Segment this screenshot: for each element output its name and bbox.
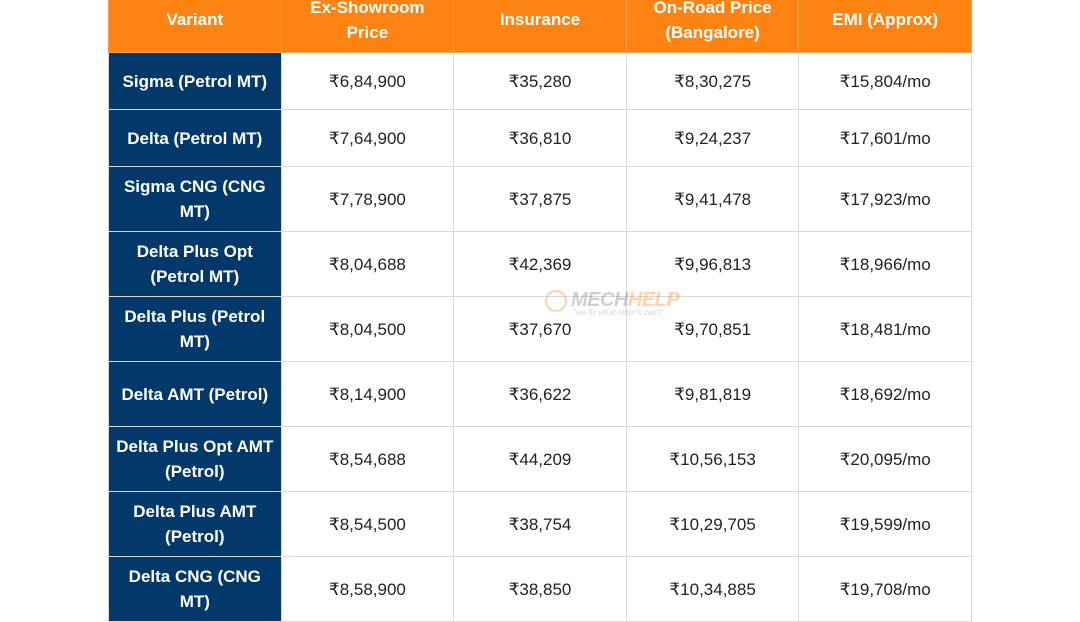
ex-showroom-cell: ₹8,04,500 bbox=[280, 296, 455, 362]
emi-cell: ₹17,601/mo bbox=[798, 109, 972, 167]
variant-cell: Sigma (Petrol MT) bbox=[108, 52, 282, 110]
header-row: Variant Ex-Showroom Price Insurance On-R… bbox=[108, 0, 972, 53]
on-road-cell: ₹10,29,705 bbox=[625, 491, 800, 557]
insurance-cell: ₹38,754 bbox=[453, 491, 627, 557]
on-road-cell: ₹10,56,153 bbox=[625, 426, 800, 492]
insurance-cell: ₹35,280 bbox=[453, 52, 627, 110]
header-ex-showroom: Ex-Showroom Price bbox=[280, 0, 455, 53]
on-road-cell: ₹8,30,275 bbox=[625, 52, 800, 110]
table-row: Delta Plus (Petrol MT) ₹8,04,500 ₹37,670 ₹9… bbox=[108, 296, 972, 362]
table-row: Delta AMT (Petrol) ₹8,14,900 ₹36,622 ₹9,81,… bbox=[108, 361, 972, 427]
price-table: Variant Ex-Showroom Price Insurance On-R… bbox=[108, 0, 972, 622]
insurance-cell: ₹36,810 bbox=[453, 109, 627, 167]
variant-cell: Delta CNG (CNG MT) bbox=[108, 556, 282, 622]
emi-cell: ₹19,708/mo bbox=[798, 556, 972, 622]
emi-cell: ₹19,599/mo bbox=[798, 491, 972, 557]
variant-cell: Delta Plus Opt AMT (Petrol) bbox=[108, 426, 282, 492]
emi-cell: ₹15,804/mo bbox=[798, 52, 972, 110]
table-row: Delta CNG (CNG MT) ₹8,58,900 ₹38,850 ₹10,34… bbox=[108, 556, 972, 622]
on-road-cell: ₹9,96,813 bbox=[625, 231, 800, 297]
header-emi: EMI (Approx) bbox=[798, 0, 972, 53]
insurance-cell: ₹37,875 bbox=[453, 166, 627, 232]
ex-showroom-cell: ₹7,64,900 bbox=[280, 109, 455, 167]
insurance-cell: ₹36,622 bbox=[453, 361, 627, 427]
emi-cell: ₹18,481/mo bbox=[798, 296, 972, 362]
on-road-cell: ₹9,24,237 bbox=[625, 109, 800, 167]
on-road-cell: ₹9,41,478 bbox=[625, 166, 800, 232]
ex-showroom-cell: ₹7,78,900 bbox=[280, 166, 455, 232]
variant-cell: Delta Plus Opt (Petrol MT) bbox=[108, 231, 282, 297]
header-insurance: Insurance bbox=[453, 0, 627, 53]
variant-cell: Delta AMT (Petrol) bbox=[108, 361, 282, 427]
insurance-cell: ₹38,850 bbox=[453, 556, 627, 622]
insurance-cell: ₹44,209 bbox=[453, 426, 627, 492]
variant-cell: Sigma CNG (CNG MT) bbox=[108, 166, 282, 232]
ex-showroom-cell: ₹8,54,688 bbox=[280, 426, 455, 492]
variant-cell: Delta Plus AMT (Petrol) bbox=[108, 491, 282, 557]
table-row: Delta Plus Opt AMT (Petrol) ₹8,54,688 ₹44,… bbox=[108, 426, 972, 492]
on-road-cell: ₹9,81,819 bbox=[625, 361, 800, 427]
emi-cell: ₹20,095/mo bbox=[798, 426, 972, 492]
insurance-cell: ₹42,369 bbox=[453, 231, 627, 297]
emi-cell: ₹18,966/mo bbox=[798, 231, 972, 297]
variant-cell: Delta (Petrol MT) bbox=[108, 109, 282, 167]
on-road-cell: ₹9,70,851 bbox=[625, 296, 800, 362]
ex-showroom-cell: ₹8,04,688 bbox=[280, 231, 455, 297]
table-row: Delta Plus Opt (Petrol MT) ₹8,04,688 ₹42,3… bbox=[108, 231, 972, 297]
insurance-cell: ₹37,670 bbox=[453, 296, 627, 362]
ex-showroom-cell: ₹8,54,500 bbox=[280, 491, 455, 557]
emi-cell: ₹18,692/mo bbox=[798, 361, 972, 427]
emi-cell: ₹17,923/mo bbox=[798, 166, 972, 232]
ex-showroom-cell: ₹8,14,900 bbox=[280, 361, 455, 427]
table-row: Delta (Petrol MT) ₹7,64,900 ₹36,810 ₹9,24,2… bbox=[108, 109, 972, 167]
ex-showroom-cell: ₹8,58,900 bbox=[280, 556, 455, 622]
header-variant: Variant bbox=[108, 0, 282, 53]
table-row: Sigma (Petrol MT) ₹6,84,900 ₹35,280 ₹8,30,2… bbox=[108, 52, 972, 110]
header-on-road: On-Road Price (Bangalore) bbox=[625, 0, 800, 53]
table-row: Delta Plus AMT (Petrol) ₹8,54,500 ₹38,754 ₹… bbox=[108, 491, 972, 557]
ex-showroom-cell: ₹6,84,900 bbox=[280, 52, 455, 110]
table-row: Sigma CNG (CNG MT) ₹7,78,900 ₹37,875 ₹9,41,… bbox=[108, 166, 972, 232]
variant-cell: Delta Plus (Petrol MT) bbox=[108, 296, 282, 362]
on-road-cell: ₹10,34,885 bbox=[625, 556, 800, 622]
